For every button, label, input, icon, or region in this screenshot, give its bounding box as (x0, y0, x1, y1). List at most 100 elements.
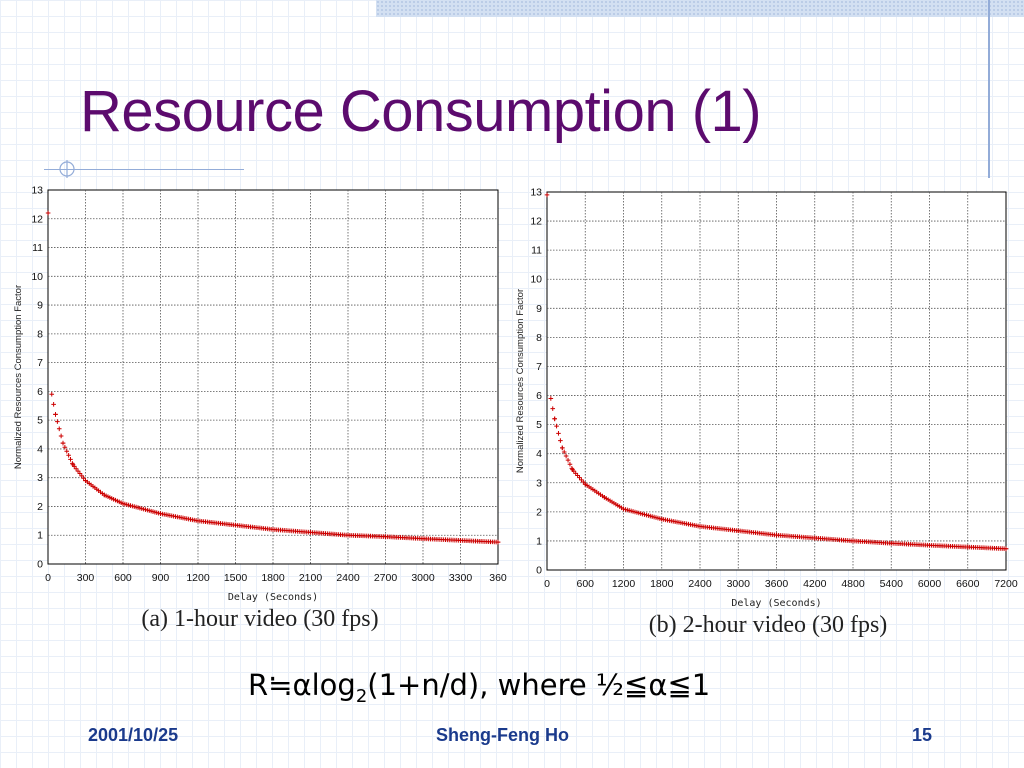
y-tick-label: 8 (37, 328, 43, 340)
data-point (53, 412, 58, 417)
data-point (567, 461, 573, 467)
x-tick-label: 4800 (841, 578, 865, 590)
y-tick-label: 3 (37, 472, 43, 484)
x-tick-label: 3300 (449, 572, 473, 584)
data-point (544, 192, 550, 198)
x-tick-label: 600 (576, 578, 594, 590)
data-point (81, 475, 86, 481)
x-tick-label: 4200 (803, 578, 827, 590)
y-tick-label: 13 (530, 187, 542, 199)
resource-formula: R≒αlog2(1+n/d), where ½≦α≦1 (248, 668, 710, 707)
y-tick-label: 5 (536, 419, 542, 431)
y-tick-label: 6 (37, 386, 43, 398)
x-axis-label: Delay (Seconds) (228, 592, 318, 603)
data-point (565, 457, 571, 463)
x-tick-label: 2400 (688, 578, 712, 590)
y-tick-label: 1 (536, 535, 542, 547)
title-underline (44, 169, 244, 170)
data-point (495, 539, 501, 545)
y-axis-label: Normalized Resources Consumption Factor (515, 289, 526, 473)
x-tick-label: 3000 (411, 572, 435, 584)
x-tick-label: 3600 (765, 578, 789, 590)
title-ornament-icon (59, 160, 75, 178)
y-tick-label: 10 (530, 274, 542, 286)
y-tick-label: 2 (37, 501, 43, 513)
series-markers (45, 210, 501, 545)
x-tick-label: 7200 (994, 578, 1018, 590)
y-tick-label: 7 (536, 361, 542, 373)
chart-b-caption: (b) 2-hour video (30 fps) (648, 612, 888, 638)
y-tick-label: 12 (31, 213, 43, 225)
y-tick-label: 4 (37, 443, 43, 455)
x-tick-label: 0 (544, 578, 550, 590)
data-point (556, 431, 561, 436)
x-tick-label: 5400 (880, 578, 904, 590)
data-point (68, 457, 73, 462)
y-tick-label: 6 (536, 390, 542, 402)
y-tick-label: 5 (37, 415, 43, 427)
data-point (569, 466, 575, 471)
data-point (45, 210, 51, 216)
data-point (75, 468, 81, 474)
data-point (561, 449, 567, 455)
data-point (60, 440, 66, 446)
x-tick-label: 300 (77, 572, 95, 584)
x-axis-label: Delay (Seconds) (731, 598, 821, 609)
data-point (55, 419, 60, 424)
chart-a-caption: (a) 1-hour video (30 fps) (141, 606, 379, 632)
x-tick-label: 2100 (299, 572, 323, 584)
data-point (77, 471, 83, 476)
data-point (560, 445, 565, 451)
y-tick-label: 1 (37, 530, 43, 542)
y-tick-label: 0 (536, 565, 542, 577)
y-tick-label: 4 (536, 448, 542, 460)
data-point (552, 416, 557, 422)
data-point (49, 391, 55, 397)
data-point (563, 453, 569, 459)
chart-a-1-hour-video: 0 300 600 900 1200 1500 1800 2100 2400 2700 3000 33… (13, 185, 507, 604)
x-tick-label: 1800 (261, 572, 285, 584)
x-tick-label: 6000 (918, 578, 942, 590)
footer-date: 2001/10/25 (88, 725, 179, 745)
x-tick-label: 0 (45, 572, 51, 584)
footer-author: Sheng-Feng Ho (436, 725, 569, 745)
page-number: 15 (912, 725, 933, 745)
data-point (79, 473, 85, 479)
x-tick-label: 360 (489, 572, 507, 584)
x-tick-label: 6600 (956, 578, 980, 590)
y-tick-label: 0 (37, 559, 43, 571)
header-decoration-band (376, 0, 1024, 17)
data-point (64, 448, 70, 454)
y-tick-label: 11 (32, 242, 43, 254)
x-tick-label: 2700 (374, 572, 398, 584)
data-point (550, 406, 556, 411)
y-tick-label: 9 (37, 300, 43, 312)
series-markers (544, 192, 1009, 552)
y-tick-label: 9 (536, 303, 542, 315)
data-point (62, 444, 68, 450)
slide-title: Resource Consumption (1) (80, 79, 762, 144)
chart-b-2-hour-video: 0 600 1200 1800 2400 3000 3600 4200 4800 5400 6000… (515, 187, 1018, 610)
data-point (1003, 546, 1009, 552)
x-tick-label: 1800 (650, 578, 674, 590)
y-tick-label: 3 (536, 477, 542, 489)
x-tick-label: 2400 (336, 572, 360, 584)
y-tick-label: 2 (536, 506, 542, 518)
y-axis-label: Normalized Resources Consumption Factor (13, 285, 24, 469)
x-tick-label: 3000 (727, 578, 751, 590)
x-tick-label: 900 (152, 572, 170, 584)
data-point (71, 464, 77, 469)
header-vertical-rule (988, 0, 990, 178)
data-point (70, 461, 75, 466)
data-point (73, 466, 79, 472)
x-tick-label: 1500 (224, 572, 248, 584)
data-point (558, 438, 563, 443)
x-tick-label: 1200 (186, 572, 210, 584)
data-point (56, 426, 62, 432)
formula-suffix: (1+n/d), where ½≦α≦1 (367, 668, 711, 702)
y-tick-label: 8 (536, 332, 542, 344)
data-point (66, 453, 71, 458)
formula-subscript: 2 (355, 685, 368, 707)
formula-prefix: R≒αlog (248, 668, 356, 702)
y-tick-label: 13 (31, 185, 43, 197)
